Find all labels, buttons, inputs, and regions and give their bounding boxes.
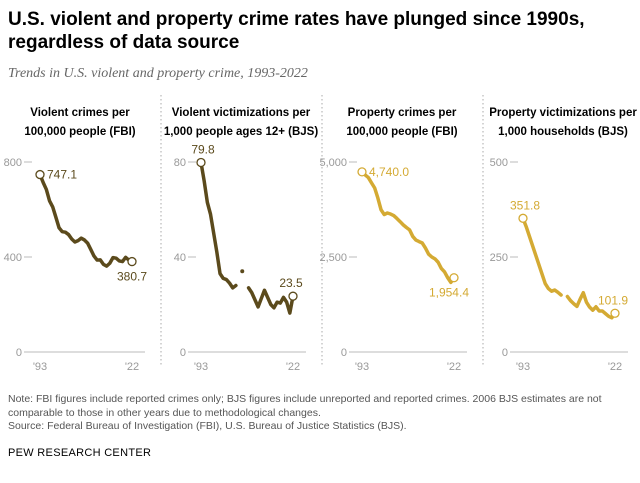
end-data-label: 23.5: [279, 276, 303, 290]
y-tick-label: 0: [16, 347, 22, 359]
notes: Note: FBI figures include reported crime…: [8, 393, 633, 434]
start-point-marker: [35, 169, 45, 180]
end-point-marker: [610, 308, 620, 318]
y-tick-label: 0: [180, 347, 186, 359]
y-tick-label: 2,500: [319, 252, 347, 264]
x-tick-label: '93: [194, 361, 208, 373]
end-point-marker: [127, 256, 137, 267]
series-line: [521, 216, 563, 297]
start-point-marker: [196, 157, 206, 168]
start-data-label: 4,740.0: [369, 165, 409, 179]
end-point-marker: [288, 291, 298, 301]
y-tick-label: 800: [4, 157, 22, 169]
y-tick-label: 0: [502, 347, 508, 359]
end-data-label: 101.9: [598, 293, 628, 307]
x-tick-label: '22: [447, 361, 461, 373]
series-line: [565, 290, 617, 320]
source-text: Source: Federal Bureau of Investigation …: [8, 420, 407, 432]
series-line: [360, 170, 456, 285]
x-tick-label: '22: [286, 361, 300, 373]
y-tick-label: 40: [174, 252, 186, 264]
panel-title: 100,000 people (FBI): [346, 126, 457, 138]
y-tick-label: 500: [490, 157, 508, 169]
x-tick-label: '93: [516, 361, 530, 373]
chart-title: U.S. violent and property crime rates ha…: [8, 9, 585, 53]
panel-title: 1,000 people ages 12+ (BJS): [164, 126, 319, 138]
y-tick-label: 5,000: [319, 157, 347, 169]
end-point-marker: [449, 273, 459, 283]
end-data-label: 380.7: [117, 270, 147, 284]
start-data-label: 351.8: [510, 198, 540, 212]
x-tick-label: '22: [125, 361, 139, 373]
chart-subtitle: Trends in U.S. violent and property crim…: [8, 66, 308, 81]
start-point-marker: [518, 213, 528, 223]
y-tick-label: 80: [174, 157, 186, 169]
note-text: Note: FBI figures include reported crime…: [8, 393, 602, 419]
series-line: [199, 160, 238, 290]
small-multiples-chart: Violent crimes per 100,000 people (FBI) 0 4…: [4, 95, 637, 373]
data-point: [240, 269, 245, 274]
y-tick-label: 400: [4, 252, 22, 264]
start-data-label: 747.1: [47, 168, 77, 182]
start-point-marker: [357, 167, 367, 177]
x-tick-label: '93: [355, 361, 369, 373]
panel-title: Violent victimizations per: [172, 107, 311, 119]
series-line: [246, 286, 295, 315]
panel-title: 1,000 households (BJS): [498, 126, 628, 138]
panel-title: Violent crimes per: [30, 107, 130, 119]
x-tick-label: '93: [33, 361, 47, 373]
y-tick-label: 250: [490, 252, 508, 264]
series-line: [38, 172, 134, 268]
end-data-label: 1,954.4: [429, 286, 469, 300]
panel-title: Property victimizations per: [489, 107, 637, 119]
panel-title: Property crimes per: [348, 107, 457, 119]
x-tick-label: '22: [608, 361, 622, 373]
panel-title: 100,000 people (FBI): [24, 126, 135, 138]
brand-logo-text: PEW RESEARCH CENTER: [8, 447, 152, 459]
y-tick-label: 0: [341, 347, 347, 359]
start-data-label: 79.8: [191, 142, 215, 156]
